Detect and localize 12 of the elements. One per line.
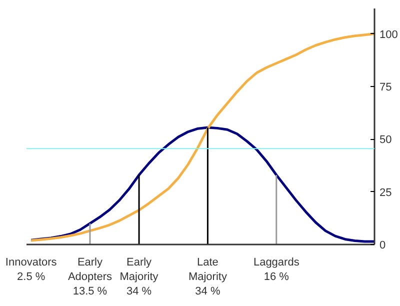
y-tick-label: 25 [380,186,392,199]
y-tick-label: 0 [380,240,386,252]
x-tick-label: Laggards 16 % [253,256,300,283]
y-tick-label: 75 [380,81,392,94]
line-series [30,126,374,243]
x-tick-label: Early Adopters 13.5 % [68,256,112,298]
x-tick-label: Early Majority 34 % [120,256,159,298]
x-tick-label: Innovators 2.5 % [5,256,58,283]
y-tick-label: 50 [380,134,392,146]
y-tick-label: 100 [380,28,398,41]
x-tick-label: Late Majority 34 % [188,256,228,298]
line-series [30,32,374,242]
